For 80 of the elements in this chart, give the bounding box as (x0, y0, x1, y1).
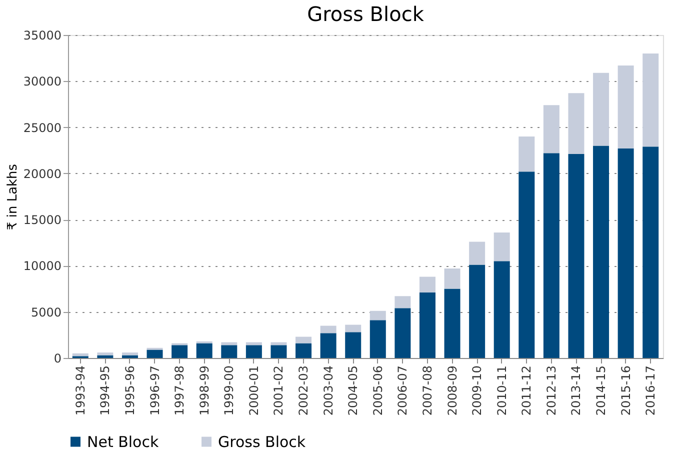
x-tick-label: 2009-10 (470, 366, 484, 416)
bar (593, 146, 610, 358)
x-tick-label: 1997-98 (172, 366, 187, 416)
x-tick-label: 2000-01 (246, 366, 261, 416)
x-tick-label: 2010-11 (494, 366, 509, 416)
bar (97, 355, 114, 358)
x-tick-label: 1994-95 (98, 366, 112, 416)
x-tick-label: 2012-13 (544, 366, 558, 416)
x-tick-label: 1993-94 (73, 366, 88, 416)
y-tick-label: 25000 (23, 120, 62, 135)
legend-label: Gross Block (218, 432, 306, 451)
x-tick-label: 2005-06 (370, 366, 385, 416)
bar (394, 308, 411, 358)
x-tick-label: 2011-12 (520, 366, 534, 416)
bar (296, 343, 312, 358)
bar (122, 352, 138, 356)
y-tick-label: 30000 (23, 74, 62, 89)
x-tick-label: 1999-00 (222, 366, 236, 416)
bar (72, 353, 88, 356)
y-tick-label: 15000 (23, 213, 62, 228)
bar (246, 342, 262, 346)
bar (543, 153, 560, 358)
bar (618, 148, 634, 358)
bar (97, 352, 114, 356)
bar (221, 345, 238, 358)
bar (196, 343, 212, 358)
x-tick-label: 2015-16 (618, 366, 633, 416)
x-tick-label: 1998-99 (197, 366, 212, 416)
y-tick-label: 20000 (23, 166, 62, 181)
bar (345, 332, 362, 358)
bar (419, 292, 436, 358)
x-tick-label: 1995-96 (122, 366, 137, 416)
bar (469, 242, 486, 265)
y-tick-label: 35000 (23, 28, 62, 42)
bar (593, 72, 610, 146)
bar (270, 342, 287, 346)
x-tick-label: 2002-03 (296, 366, 311, 416)
y-axis-title: ₹ in Lakhs (5, 164, 20, 230)
bar (370, 310, 386, 320)
bar (270, 345, 287, 358)
bar (494, 232, 510, 262)
bar (320, 326, 336, 334)
bar (419, 276, 436, 292)
bar (518, 172, 535, 358)
chart-title: Gross Block (307, 2, 424, 26)
bar (296, 336, 312, 344)
x-tick-label: 2006-07 (396, 366, 410, 416)
bar (172, 345, 188, 358)
x-tick-label: 2013-14 (569, 366, 584, 416)
x-tick-label: 2016-17 (644, 366, 658, 416)
bar (320, 333, 336, 358)
y-tick-label: 0 (54, 352, 62, 366)
x-tick-label: 1996-97 (148, 366, 162, 416)
bar (146, 350, 163, 358)
y-tick-label: 10000 (23, 259, 62, 274)
bar (568, 93, 584, 154)
x-tick-label: 2014-15 (594, 366, 608, 416)
y-tick-label: 5000 (30, 305, 62, 320)
bar (122, 355, 138, 358)
bar (345, 324, 362, 332)
bar (568, 154, 584, 358)
bar (444, 288, 460, 358)
bar (394, 296, 411, 308)
legend-label: Net Block (87, 432, 159, 451)
bar (642, 146, 659, 358)
bar (642, 53, 659, 147)
x-tick-label: 2007-08 (420, 366, 434, 416)
bar (518, 136, 535, 172)
bar (543, 105, 560, 154)
bar (444, 268, 460, 289)
x-tick-label: 2001-02 (272, 366, 286, 416)
x-tick-label: 2004-05 (346, 366, 360, 416)
bar (469, 264, 486, 358)
bar (494, 261, 510, 358)
bar (246, 345, 262, 358)
bar (221, 342, 238, 346)
bar (370, 320, 386, 358)
bar (618, 65, 634, 149)
x-tick-label: 2003-04 (321, 366, 336, 416)
x-tick-label: 2008-09 (445, 366, 460, 416)
